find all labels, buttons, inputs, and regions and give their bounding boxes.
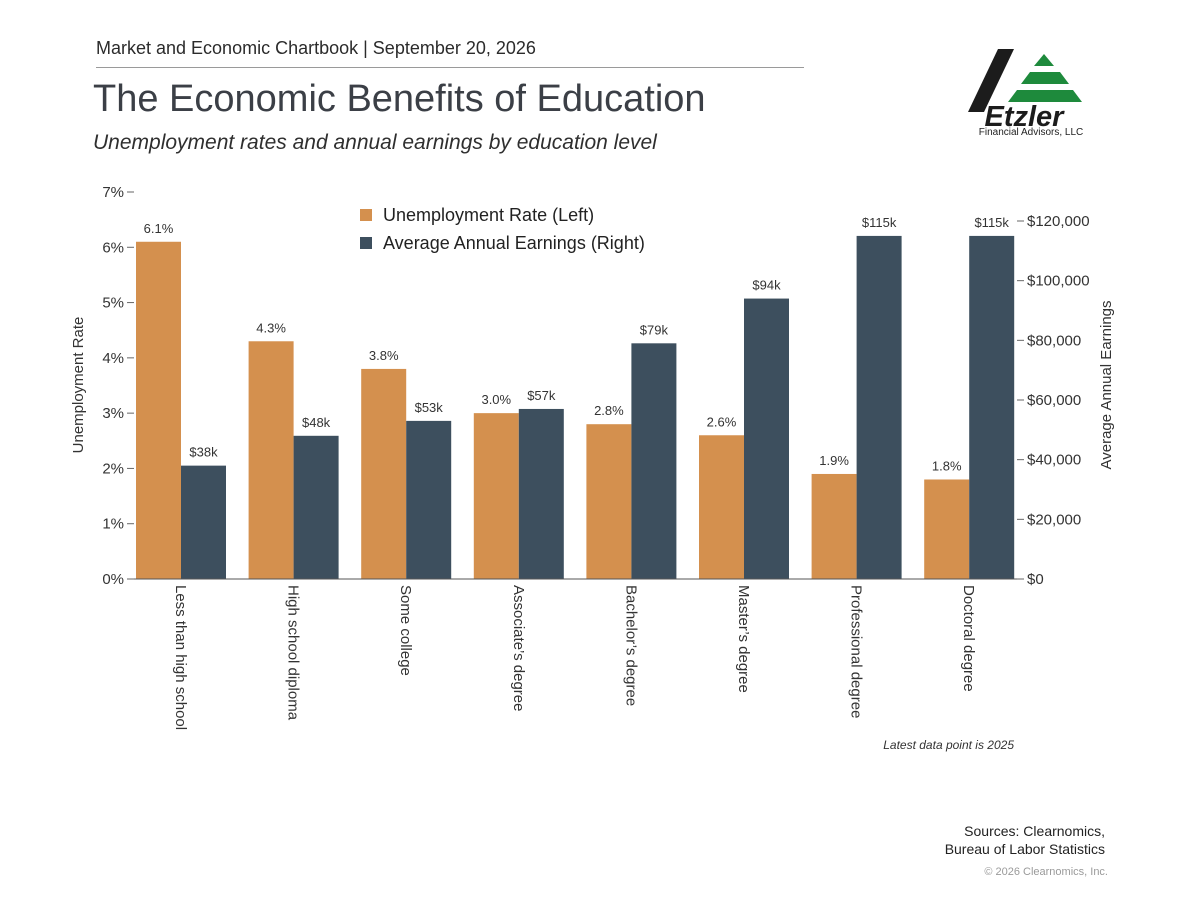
bar-average-earnings — [181, 465, 226, 579]
legend-swatch-unemployment — [360, 209, 372, 221]
left-axis-ticks: 0% 1% 2% 3% 4% 5% 6% 7% — [102, 184, 134, 588]
data-label-unemployment: 2.8% — [594, 403, 624, 418]
category-label: Master’s degree — [735, 585, 752, 693]
data-label-earnings: $38k — [189, 445, 218, 460]
left-tick-label: 6% — [102, 239, 124, 256]
logo-subtitle: Financial Advisors, LLC — [978, 127, 1084, 138]
bar-unemployment-rate — [699, 435, 744, 579]
data-label-earnings: $48k — [302, 415, 331, 430]
bar-average-earnings — [406, 420, 452, 579]
sources-line-1: Sources: Clearnomics, — [964, 823, 1105, 839]
right-axis-ticks: $0 $20,000 $40,000 $60,000 $80,000 $100,000 $1… — [1017, 213, 1090, 588]
right-tick-label: $80,000 — [1027, 332, 1081, 349]
bar-average-earnings — [631, 343, 677, 579]
bar-average-earnings — [518, 408, 564, 579]
copyright-note: © 2026 Clearnomics, Inc. — [984, 866, 1108, 878]
bar-unemployment-rate — [136, 241, 181, 579]
bar-average-earnings — [969, 235, 1015, 579]
logo-triangle-mid — [1021, 72, 1069, 84]
header-rule — [96, 67, 804, 68]
bar-unemployment-rate — [248, 341, 294, 579]
category-label: Associate’s degree — [510, 585, 527, 711]
chartbook-header-line: Market and Economic Chartbook | Septembe… — [96, 38, 536, 58]
logo-wordmark: Etzler — [985, 101, 1066, 133]
category-label: Professional degree — [848, 585, 865, 718]
data-label-earnings: $53k — [415, 400, 444, 415]
right-tick-label: $100,000 — [1027, 273, 1090, 290]
left-axis-title: Unemployment Rate — [70, 317, 87, 454]
sources-note: Sources: Clearnomics, Bureau of Labor St… — [945, 822, 1105, 858]
legend-swatch-earnings — [360, 237, 372, 249]
logo-slash-mark — [968, 49, 1014, 112]
bar-average-earnings — [744, 298, 789, 579]
data-label-earnings: $57k — [527, 388, 556, 403]
data-label-unemployment: 3.0% — [481, 392, 511, 407]
category-label: High school diploma — [285, 585, 302, 721]
data-label-unemployment: 3.8% — [369, 348, 399, 363]
bar-group — [136, 235, 1015, 579]
logo-triangle-base — [1008, 90, 1082, 102]
data-label-unemployment: 1.8% — [932, 458, 962, 473]
etzler-logo: Etzler — [968, 49, 1082, 133]
bar-unemployment-rate — [586, 424, 632, 579]
data-label-earnings: $115k — [974, 215, 1009, 230]
data-label-unemployment: 6.1% — [144, 221, 174, 236]
category-label: Less than high school — [172, 585, 189, 730]
latest-data-footnote: Latest data point is 2025 — [883, 738, 1014, 752]
category-label-group: Less than high school High school diploma… — [172, 585, 977, 730]
category-label: Some college — [397, 585, 414, 676]
bar-unemployment-rate — [811, 473, 857, 579]
legend-label-earnings: Average Annual Earnings (Right) — [383, 233, 645, 253]
left-tick-label: 5% — [102, 295, 124, 312]
left-tick-label: 7% — [102, 184, 124, 201]
right-tick-label: $0 — [1027, 571, 1044, 588]
logo-triangle-top — [1034, 54, 1054, 66]
right-tick-label: $20,000 — [1027, 511, 1081, 528]
right-tick-label: $120,000 — [1027, 213, 1090, 230]
page-subtitle: Unemployment rates and annual earnings b… — [93, 131, 657, 154]
data-label-earnings: $79k — [640, 322, 669, 337]
bar-unemployment-rate — [473, 413, 519, 579]
left-tick-label: 2% — [102, 460, 124, 477]
bar-average-earnings — [293, 435, 339, 579]
category-label: Doctoral degree — [960, 585, 977, 692]
left-tick-label: 0% — [102, 571, 124, 588]
sources-line-2: Bureau of Labor Statistics — [944, 841, 1105, 857]
right-tick-label: $40,000 — [1027, 452, 1081, 469]
bar-unemployment-rate — [361, 368, 407, 579]
data-label-unemployment: 1.9% — [819, 453, 849, 468]
left-tick-label: 4% — [102, 350, 124, 367]
left-tick-label: 1% — [102, 516, 124, 533]
bar-average-earnings — [856, 235, 902, 579]
page-title: The Economic Benefits of Education — [93, 78, 706, 120]
left-tick-label: 3% — [102, 405, 124, 422]
bar-label-group: 6.1% $38k 4.3% $48k 3.8% $53k 3.0% $57k 2.8% $79k… — [144, 215, 1010, 474]
data-label-earnings: $115k — [862, 215, 897, 230]
right-tick-label: $60,000 — [1027, 392, 1081, 409]
data-label-earnings: $94k — [752, 278, 781, 293]
legend: Unemployment Rate (Left) Average Annual … — [360, 205, 645, 253]
right-axis-title: Average Annual Earnings — [1098, 300, 1115, 469]
data-label-unemployment: 4.3% — [256, 320, 286, 335]
bar-unemployment-rate — [924, 479, 970, 579]
category-label: Bachelor’s degree — [622, 585, 639, 706]
data-label-unemployment: 2.6% — [707, 414, 737, 429]
legend-label-unemployment: Unemployment Rate (Left) — [383, 205, 594, 225]
